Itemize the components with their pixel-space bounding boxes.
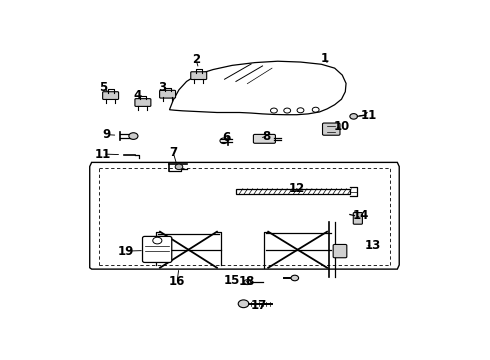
Text: 17: 17 (250, 299, 267, 312)
FancyBboxPatch shape (143, 237, 172, 262)
Text: 2: 2 (192, 53, 200, 66)
FancyBboxPatch shape (333, 244, 347, 258)
Text: 10: 10 (334, 120, 350, 133)
Text: 5: 5 (99, 81, 107, 94)
FancyBboxPatch shape (322, 123, 340, 135)
Text: 4: 4 (133, 89, 141, 102)
Text: 12: 12 (289, 182, 305, 195)
FancyBboxPatch shape (353, 212, 363, 224)
Text: 11: 11 (361, 109, 377, 122)
FancyBboxPatch shape (253, 134, 275, 143)
Text: 19: 19 (118, 244, 134, 258)
Text: 18: 18 (238, 275, 255, 288)
Circle shape (175, 164, 183, 170)
Circle shape (244, 280, 251, 285)
Bar (236, 189, 350, 194)
Text: 6: 6 (222, 131, 231, 144)
Circle shape (129, 133, 138, 139)
FancyBboxPatch shape (135, 99, 151, 107)
Text: 1: 1 (321, 52, 329, 65)
Text: 15: 15 (224, 274, 240, 287)
Text: 13: 13 (365, 239, 381, 252)
Circle shape (238, 300, 249, 308)
FancyBboxPatch shape (160, 90, 175, 98)
Circle shape (350, 114, 358, 119)
FancyBboxPatch shape (102, 92, 119, 99)
Circle shape (291, 275, 298, 281)
Text: 3: 3 (158, 81, 166, 94)
FancyBboxPatch shape (191, 72, 207, 80)
Text: 16: 16 (169, 275, 185, 288)
Text: 9: 9 (103, 128, 111, 141)
Text: 11: 11 (95, 148, 111, 161)
Text: 14: 14 (353, 208, 369, 221)
Text: 8: 8 (262, 130, 270, 143)
Text: 7: 7 (169, 146, 177, 159)
